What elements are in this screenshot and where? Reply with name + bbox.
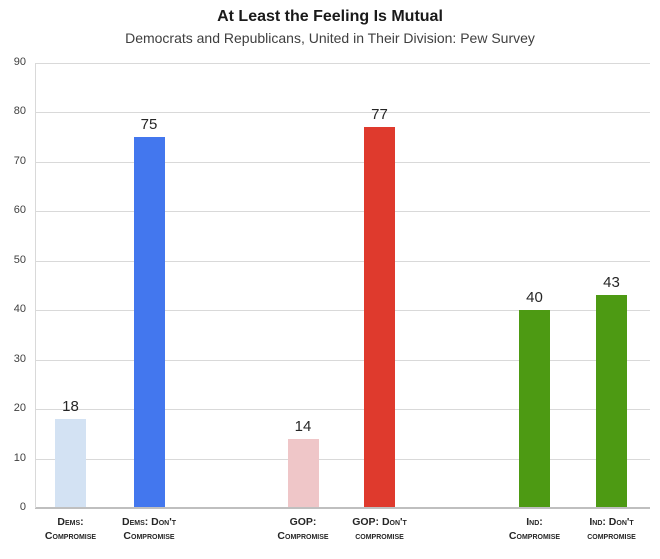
bar <box>287 438 319 507</box>
bar <box>364 127 395 507</box>
bar <box>519 310 550 507</box>
category-label-line2: compromise <box>587 530 636 542</box>
bar-value-label: 18 <box>62 398 79 415</box>
gridline <box>35 63 650 64</box>
x-axis-line <box>35 507 650 509</box>
gridline <box>35 211 650 213</box>
category-label-line2: Compromise <box>508 530 561 542</box>
y-axis-tick-label: 80 <box>13 105 26 118</box>
category-label-line1: Ind: Don't <box>589 516 634 528</box>
x-axis-category-label: GOP: Compromise <box>262 515 344 543</box>
gridline <box>35 409 650 411</box>
bar <box>133 137 165 507</box>
y-axis-tick-label: 30 <box>13 352 26 365</box>
bar-value-label: 14 <box>294 417 312 435</box>
bar-value-label: 75 <box>140 116 158 134</box>
gridline <box>35 359 650 361</box>
y-axis-tick-label: 20 <box>13 402 26 415</box>
gridline <box>35 112 650 114</box>
y-axis-tick-label: 50 <box>13 253 26 266</box>
category-label-line2: Compromise <box>277 530 329 542</box>
bar-value-label: 40 <box>526 289 543 307</box>
category-label-line2: Compromise <box>123 530 175 542</box>
y-axis-tick-label: 0 <box>19 501 26 513</box>
chart-title: At Least the Feeling Is Mutual <box>217 8 443 25</box>
y-axis-tick-label: 60 <box>13 204 26 217</box>
bar-value-label: 77 <box>371 106 388 124</box>
category-label-line2: compromise <box>355 530 404 542</box>
gridline <box>35 458 650 460</box>
x-axis-category-label: GOP: Don't compromise <box>339 515 421 543</box>
y-axis-tick-label: 10 <box>13 451 26 464</box>
category-label-line1: GOP: Don't <box>352 516 407 528</box>
category-label-line2: Compromise <box>44 530 97 542</box>
gridline <box>35 260 650 262</box>
bar <box>596 295 627 507</box>
y-axis-tick-label: 40 <box>13 303 26 316</box>
category-label-line1: Dems: Don't <box>121 516 177 528</box>
gridline <box>35 310 650 312</box>
x-axis-category-label: Dems: Don't Compromise <box>108 515 190 543</box>
category-label-line1: GOP: <box>289 516 317 528</box>
y-axis-line <box>35 63 36 508</box>
bar-value-label: 43 <box>603 274 620 292</box>
x-axis-category-label: Ind: Don't compromise <box>571 515 653 543</box>
x-axis-category-label: Ind: Compromise <box>494 515 576 543</box>
bar <box>55 419 86 507</box>
x-axis-category-label: Dems: Compromise <box>30 515 112 543</box>
chart-subtitle: Democrats and Republicans, United in The… <box>125 30 535 46</box>
gridline <box>35 161 650 163</box>
y-axis-tick-label: 90 <box>13 56 26 68</box>
category-label-line1: Dems: <box>57 516 84 528</box>
y-axis-tick-label: 70 <box>13 154 26 167</box>
category-label-line1: Ind: <box>526 516 543 528</box>
